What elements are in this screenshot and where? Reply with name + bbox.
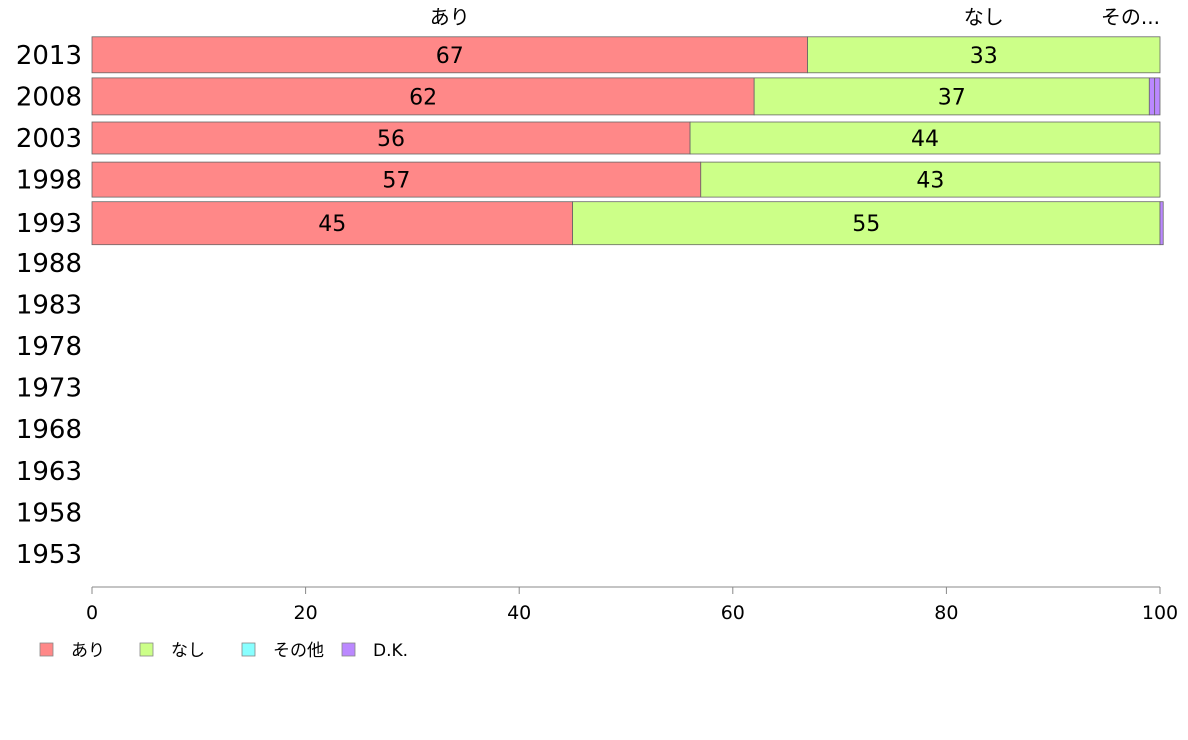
bar-2008-remainder xyxy=(1154,77,1161,116)
bar-2008-series-1 xyxy=(753,77,1150,116)
year-label-1983: 1983 xyxy=(16,290,82,320)
year-label-1998: 1998 xyxy=(16,166,82,196)
bar-1993-series-1 xyxy=(572,201,1161,246)
year-label-1963: 1963 xyxy=(16,457,82,487)
x-tick-label-100: 100 xyxy=(1142,602,1178,624)
legend-swatch-3 xyxy=(341,642,356,657)
x-tick-label-60: 60 xyxy=(721,602,745,624)
year-label-1988: 1988 xyxy=(16,249,82,279)
value-label-2008-0: 62 xyxy=(409,85,437,110)
legend-label-0: あり xyxy=(71,641,105,661)
year-label-2008: 2008 xyxy=(16,82,82,112)
x-tick-label-20: 20 xyxy=(294,602,318,624)
column-labels: あり なし その... xyxy=(430,5,1160,29)
legend-swatch-0 xyxy=(39,642,54,657)
legend-swatch-1 xyxy=(139,642,154,657)
bar-2008-series-3 xyxy=(1148,77,1156,116)
bar-1998-series-1 xyxy=(700,161,1161,198)
x-tick-label-0: 0 xyxy=(86,602,98,624)
x-tick-label-80: 80 xyxy=(934,602,958,624)
bar-2003-series-0 xyxy=(91,121,691,155)
year-label-1953: 1953 xyxy=(16,540,82,570)
legend-swatch-2 xyxy=(241,642,256,657)
bar-2003-series-1 xyxy=(689,121,1161,155)
value-label-1998-0: 57 xyxy=(382,169,410,194)
year-label-1978: 1978 xyxy=(16,332,82,362)
year-label-1993: 1993 xyxy=(16,209,82,239)
column-label-0: あり xyxy=(430,5,470,29)
column-label-2: その... xyxy=(1101,5,1160,29)
bar-2013-series-0 xyxy=(91,36,808,74)
x-axis: 0 20 40 60 80 100 xyxy=(86,586,1178,624)
x-tick-label-40: 40 xyxy=(507,602,531,624)
year-label-1958: 1958 xyxy=(16,498,82,528)
legend-label-3: D.K. xyxy=(373,641,408,661)
value-label-2003-0: 56 xyxy=(377,127,405,152)
bar-1993-series-0 xyxy=(91,201,574,246)
legend-label-1: なし xyxy=(171,641,205,661)
year-label-1968: 1968 xyxy=(16,415,82,445)
value-label-2013-0: 67 xyxy=(436,44,464,69)
year-label-2013: 2013 xyxy=(16,41,82,71)
value-label-1993-1: 55 xyxy=(852,212,880,237)
value-label-2013-1: 33 xyxy=(970,44,998,69)
value-label-2003-1: 44 xyxy=(911,127,939,152)
legend-label-2: その他 xyxy=(273,641,324,661)
bars: 67 33 62 37 56 44 57 43 45 55 xyxy=(91,36,1164,246)
year-label-1973: 1973 xyxy=(16,374,82,404)
year-label-2003: 2003 xyxy=(16,124,82,154)
value-label-2008-1: 37 xyxy=(938,85,966,110)
bar-1993-series-3 xyxy=(1159,201,1164,246)
bar-2008-series-0 xyxy=(91,77,755,116)
value-label-1998-1: 43 xyxy=(916,169,944,194)
year-labels: 2013 2008 2003 1998 1993 1988 1983 1978 1973 1968… xyxy=(16,41,82,570)
column-label-1: なし xyxy=(964,5,1004,29)
value-label-1993-0: 45 xyxy=(318,212,346,237)
bar-2013-series-1 xyxy=(807,36,1161,74)
bar-1998-series-0 xyxy=(91,161,702,198)
legend: あり なし その他 D.K. xyxy=(39,641,408,661)
